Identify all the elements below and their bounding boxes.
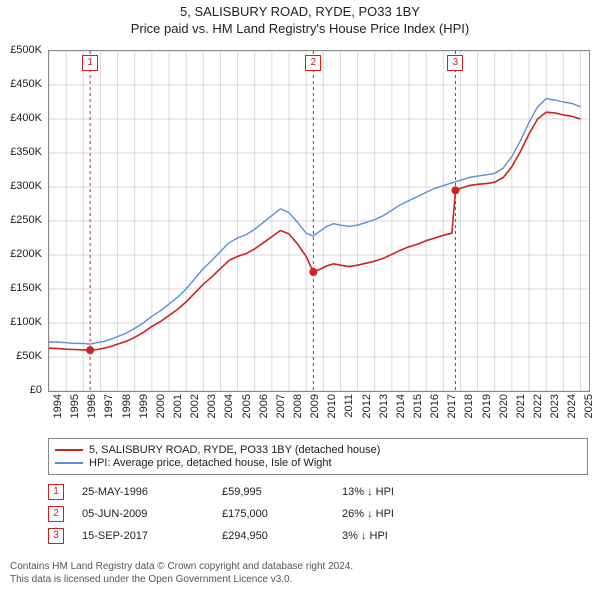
chart-svg bbox=[49, 51, 589, 391]
sale-row-marker: 3 bbox=[48, 528, 64, 544]
sale-row: 3 15-SEP-2017£294,9503% ↓ HPI bbox=[48, 528, 588, 544]
legend-item: 5, SALISBURY ROAD, RYDE, PO33 1BY (detac… bbox=[55, 444, 581, 456]
y-tick-label: £250K bbox=[10, 214, 42, 226]
sale-date: 05-JUN-2009 bbox=[82, 508, 222, 520]
y-tick-label: £150K bbox=[10, 282, 42, 294]
x-tick-label: 2003 bbox=[206, 394, 218, 418]
x-tick-label: 2008 bbox=[292, 394, 304, 418]
sale-date: 15-SEP-2017 bbox=[82, 530, 222, 542]
x-tick-label: 1997 bbox=[103, 394, 115, 418]
x-tick-label: 2018 bbox=[463, 394, 475, 418]
x-tick-label: 1996 bbox=[86, 394, 98, 418]
legend-item: HPI: Average price, detached house, Isle… bbox=[55, 457, 581, 469]
sale-marker-1: 1 bbox=[82, 55, 98, 71]
x-tick-label: 2009 bbox=[309, 394, 321, 418]
sale-marker-2: 2 bbox=[305, 55, 321, 71]
x-tick-label: 2010 bbox=[326, 394, 338, 418]
footer-line-2: This data is licensed under the Open Gov… bbox=[10, 573, 590, 586]
x-tick-label: 2025 bbox=[583, 394, 595, 418]
footer-attribution: Contains HM Land Registry data © Crown c… bbox=[10, 560, 590, 586]
x-tick-label: 2020 bbox=[498, 394, 510, 418]
sales-table: 1 25-MAY-1996£59,99513% ↓ HPI 2 05-JUN-2009… bbox=[48, 478, 588, 550]
x-tick-label: 2023 bbox=[549, 394, 561, 418]
sale-marker-3: 3 bbox=[447, 55, 463, 71]
y-tick-label: £450K bbox=[10, 78, 42, 90]
footer-line-1: Contains HM Land Registry data © Crown c… bbox=[10, 560, 590, 573]
x-tick-label: 2015 bbox=[412, 394, 424, 418]
x-tick-label: 2004 bbox=[223, 394, 235, 418]
x-tick-label: 2016 bbox=[429, 394, 441, 418]
x-tick-label: 2017 bbox=[446, 394, 458, 418]
title-main: 5, SALISBURY ROAD, RYDE, PO33 1BY bbox=[0, 4, 600, 19]
y-tick-label: £400K bbox=[10, 112, 42, 124]
sale-hpi-delta: 26% ↓ HPI bbox=[342, 508, 394, 520]
sale-price: £59,995 bbox=[222, 486, 342, 498]
price-chart-card: { "title": "5, SALISBURY ROAD, RYDE, PO3… bbox=[0, 0, 600, 590]
x-tick-label: 2019 bbox=[481, 394, 493, 418]
x-tick-label: 1995 bbox=[69, 394, 81, 418]
chart-plot-area: 1 2 3 bbox=[48, 50, 590, 392]
sale-hpi-delta: 3% ↓ HPI bbox=[342, 530, 388, 542]
sale-date: 25-MAY-1996 bbox=[82, 486, 222, 498]
legend-swatch bbox=[55, 462, 83, 464]
y-tick-label: £50K bbox=[16, 350, 42, 362]
x-tick-label: 2014 bbox=[395, 394, 407, 418]
y-tick-label: £100K bbox=[10, 316, 42, 328]
x-tick-label: 2001 bbox=[172, 394, 184, 418]
x-tick-label: 1999 bbox=[138, 394, 150, 418]
x-tick-label: 2002 bbox=[189, 394, 201, 418]
sale-row: 2 05-JUN-2009£175,00026% ↓ HPI bbox=[48, 506, 588, 522]
legend-label: 5, SALISBURY ROAD, RYDE, PO33 1BY (detac… bbox=[89, 444, 380, 456]
legend-swatch bbox=[55, 449, 83, 451]
y-tick-label: £350K bbox=[10, 146, 42, 158]
title-sub: Price paid vs. HM Land Registry's House … bbox=[0, 21, 600, 36]
y-tick-label: £200K bbox=[10, 248, 42, 260]
x-tick-label: 1998 bbox=[121, 394, 133, 418]
y-tick-label: £300K bbox=[10, 180, 42, 192]
x-tick-label: 2012 bbox=[361, 394, 373, 418]
sale-hpi-delta: 13% ↓ HPI bbox=[342, 486, 394, 498]
sale-row-marker: 2 bbox=[48, 506, 64, 522]
sale-row: 1 25-MAY-1996£59,99513% ↓ HPI bbox=[48, 484, 588, 500]
x-tick-label: 2007 bbox=[275, 394, 287, 418]
y-axis-labels: £0£50K£100K£150K£200K£250K£300K£350K£400… bbox=[0, 50, 46, 390]
x-axis-labels: 1994 1995 1996 1997 1998 1999 2000 2001 2002 2003… bbox=[48, 392, 588, 440]
sale-price: £175,000 bbox=[222, 508, 342, 520]
x-tick-label: 2006 bbox=[258, 394, 270, 418]
x-tick-label: 2011 bbox=[343, 394, 355, 418]
legend-label: HPI: Average price, detached house, Isle… bbox=[89, 457, 332, 469]
legend: 5, SALISBURY ROAD, RYDE, PO33 1BY (detac… bbox=[48, 438, 588, 475]
x-tick-label: 2005 bbox=[241, 394, 253, 418]
x-tick-label: 2022 bbox=[532, 394, 544, 418]
x-tick-label: 2021 bbox=[515, 394, 527, 418]
y-tick-label: £500K bbox=[10, 44, 42, 56]
titles: 5, SALISBURY ROAD, RYDE, PO33 1BY Price … bbox=[0, 0, 600, 36]
x-tick-label: 2013 bbox=[378, 394, 390, 418]
y-tick-label: £0 bbox=[30, 384, 42, 396]
x-tick-label: 1994 bbox=[52, 394, 64, 418]
x-tick-label: 2024 bbox=[566, 394, 578, 418]
x-tick-label: 2000 bbox=[155, 394, 167, 418]
sale-price: £294,950 bbox=[222, 530, 342, 542]
sale-row-marker: 1 bbox=[48, 484, 64, 500]
